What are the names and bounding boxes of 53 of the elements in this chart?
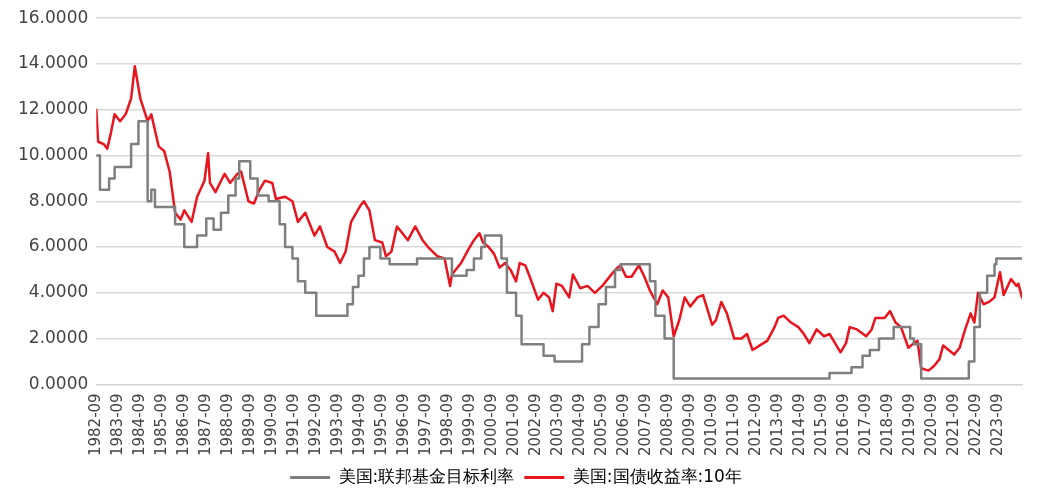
x-tick-label: 1999-09 xyxy=(460,393,479,457)
y-tick-label: 0.0000 xyxy=(28,372,89,393)
x-tick-label: 1995-09 xyxy=(372,393,391,457)
x-tick-label: 1984-09 xyxy=(130,393,149,457)
x-tick-label: 2012-09 xyxy=(746,393,765,457)
y-tick-label: 14.0000 xyxy=(17,52,89,73)
x-tick-label: 2011-09 xyxy=(724,393,743,457)
x-tick-label: 2023-09 xyxy=(988,393,1007,457)
x-tick-label: 2000-09 xyxy=(482,393,501,457)
x-tick-label: 2022-09 xyxy=(966,393,985,457)
y-tick-label: 12.0000 xyxy=(17,98,89,119)
x-tick-label: 2008-09 xyxy=(658,393,677,457)
x-tick-label: 1988-09 xyxy=(218,393,237,457)
x-tick-label: 1983-09 xyxy=(108,393,127,457)
x-tick-label: 1997-09 xyxy=(416,393,435,457)
y-tick-label: 2.0000 xyxy=(28,326,89,347)
x-tick-label: 2016-09 xyxy=(834,393,853,457)
x-tick-label: 2010-09 xyxy=(702,393,721,457)
x-tick-label: 1985-09 xyxy=(152,393,171,457)
x-tick-label: 2009-09 xyxy=(680,393,699,457)
y-tick-label: 4.0000 xyxy=(28,281,89,302)
y-tick-label: 8.0000 xyxy=(28,189,89,210)
x-tick-label: 1987-09 xyxy=(196,393,215,457)
x-tick-label: 2019-09 xyxy=(900,393,919,457)
x-tick-label: 2015-09 xyxy=(812,393,831,457)
x-tick-label: 2017-09 xyxy=(856,393,875,457)
y-tick-label: 6.0000 xyxy=(28,235,89,256)
x-tick-label: 1992-09 xyxy=(306,393,325,457)
x-tick-label: 2002-09 xyxy=(526,393,545,457)
x-tick-label: 1982-09 xyxy=(86,393,105,457)
x-tick-label: 2018-09 xyxy=(878,393,897,457)
x-tick-label: 2007-09 xyxy=(636,393,655,457)
x-tick-label: 2014-09 xyxy=(790,393,809,457)
x-tick-label: 2006-09 xyxy=(614,393,633,457)
x-tick-label: 2005-09 xyxy=(592,393,611,457)
x-tick-label: 1993-09 xyxy=(328,393,347,457)
legend-label: 美国:联邦基金目标利率 xyxy=(338,465,515,486)
x-tick-label: 1990-09 xyxy=(262,393,281,457)
x-tick-label: 1998-09 xyxy=(438,393,457,457)
x-tick-label: 2020-09 xyxy=(922,393,941,457)
x-tick-label: 2013-09 xyxy=(768,393,787,457)
x-tick-label: 2021-09 xyxy=(944,393,963,457)
x-tick-label: 1991-09 xyxy=(284,393,303,457)
y-tick-label: 10.0000 xyxy=(17,143,89,164)
legend-label: 美国:国债收益率:10年 xyxy=(572,465,742,486)
x-tick-label: 1994-09 xyxy=(350,393,369,457)
x-tick-label: 1996-09 xyxy=(394,393,413,457)
x-tick-label: 1986-09 xyxy=(174,393,193,457)
x-tick-label: 2001-09 xyxy=(504,393,523,457)
x-tick-label: 2004-09 xyxy=(570,393,589,457)
x-tick-label: 1989-09 xyxy=(240,393,259,457)
y-tick-label: 16.0000 xyxy=(17,6,89,27)
x-tick-label: 2003-09 xyxy=(548,393,567,457)
